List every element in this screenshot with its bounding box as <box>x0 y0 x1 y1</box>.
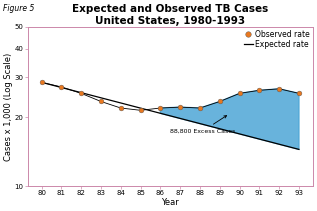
Point <box>118 106 123 110</box>
Point <box>178 106 183 109</box>
Polygon shape <box>160 89 299 149</box>
Point <box>138 109 143 112</box>
Point <box>59 85 64 89</box>
Point <box>277 87 282 91</box>
Y-axis label: Cases x 1,000 (Log Scale): Cases x 1,000 (Log Scale) <box>4 52 13 161</box>
Text: Figure 5: Figure 5 <box>3 4 35 13</box>
Point <box>99 100 104 103</box>
Point <box>79 92 84 95</box>
Title: Expected and Observed TB Cases
United States, 1980-1993: Expected and Observed TB Cases United St… <box>72 4 268 26</box>
Text: 88,800 Excess Cases: 88,800 Excess Cases <box>170 116 236 133</box>
X-axis label: Year: Year <box>161 198 179 207</box>
Legend: Observed rate, Expected rate: Observed rate, Expected rate <box>242 28 311 51</box>
Point <box>217 100 222 103</box>
Point <box>39 81 44 84</box>
Point <box>296 92 301 95</box>
Point <box>237 92 242 95</box>
Point <box>158 106 163 110</box>
Point <box>197 106 203 110</box>
Point <box>257 89 262 92</box>
